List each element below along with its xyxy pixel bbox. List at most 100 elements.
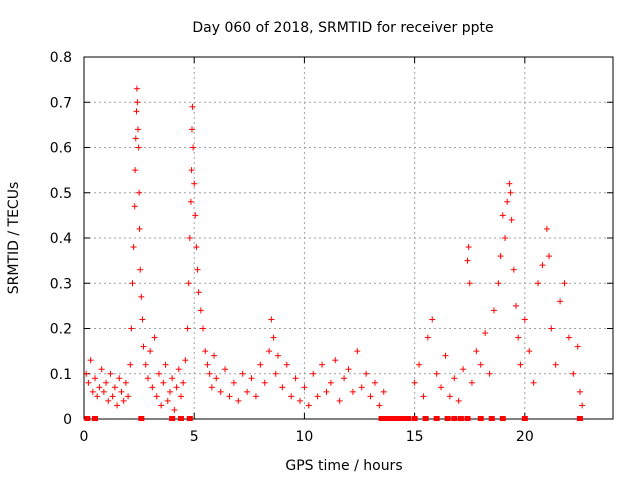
data-point <box>497 253 504 260</box>
zero-value-marker <box>169 416 176 421</box>
zero-value-marker <box>92 416 99 421</box>
data-point <box>535 280 542 287</box>
data-point <box>279 384 286 391</box>
data-point <box>451 375 458 382</box>
data-point <box>133 85 140 92</box>
y-tick-label: 0.2 <box>50 322 72 338</box>
data-point <box>180 379 187 386</box>
data-point <box>153 393 160 400</box>
data-point <box>349 388 356 395</box>
data-point <box>208 384 215 391</box>
data-point <box>132 135 139 142</box>
data-point <box>576 388 583 395</box>
data-point <box>155 370 162 377</box>
data-point <box>173 384 180 391</box>
data-point <box>211 352 218 359</box>
zero-value-marker <box>433 416 440 421</box>
data-point <box>297 397 304 404</box>
data-point <box>204 361 211 368</box>
zero-value-marker <box>138 416 145 421</box>
data-point <box>189 103 196 110</box>
zero-value-marker <box>391 416 398 421</box>
zero-value-marker <box>457 416 464 421</box>
data-point <box>270 334 277 341</box>
data-point <box>510 266 517 273</box>
y-tick-label: 0.7 <box>50 95 72 111</box>
data-point <box>274 352 281 359</box>
data-point <box>92 375 99 382</box>
data-point <box>508 216 515 223</box>
data-point <box>261 379 268 386</box>
x-axis-label: GPS time / hours <box>285 458 402 474</box>
data-point <box>442 352 449 359</box>
data-point <box>424 334 431 341</box>
data-point <box>193 244 200 251</box>
data-point <box>151 334 158 341</box>
zero-value-marker <box>84 416 91 421</box>
data-point <box>252 393 259 400</box>
data-point <box>411 379 418 386</box>
data-point <box>194 266 201 273</box>
data-point <box>376 402 383 409</box>
data-point <box>319 361 326 368</box>
data-point <box>188 167 195 174</box>
data-point <box>244 388 251 395</box>
zero-value-marker <box>186 416 193 421</box>
data-point <box>222 366 229 373</box>
zero-value-marker <box>405 416 412 421</box>
data-point <box>120 397 127 404</box>
zero-value-marker <box>521 416 528 421</box>
data-point <box>171 406 178 413</box>
data-point <box>482 330 489 337</box>
zero-value-marker <box>477 416 484 421</box>
data-point <box>446 393 453 400</box>
data-point <box>118 388 125 395</box>
data-point <box>162 361 169 368</box>
zero-value-marker <box>464 416 471 421</box>
data-point <box>149 384 156 391</box>
x-tick-label: 15 <box>406 429 424 445</box>
data-point <box>197 307 204 314</box>
data-point <box>314 393 321 400</box>
data-point <box>130 244 137 251</box>
data-point <box>305 402 312 409</box>
data-point <box>140 343 147 350</box>
data-point <box>272 370 279 377</box>
data-point <box>466 280 473 287</box>
data-point <box>506 180 513 187</box>
data-point <box>139 316 146 323</box>
data-point <box>107 370 114 377</box>
data-point <box>473 348 480 355</box>
data-point <box>266 348 273 355</box>
data-point <box>464 257 471 264</box>
zero-value-marker <box>422 416 429 421</box>
data-point <box>213 375 220 382</box>
x-tick-label: 0 <box>80 429 89 445</box>
data-point <box>546 253 553 260</box>
data-point <box>195 289 202 296</box>
data-point <box>268 316 275 323</box>
data-point <box>190 144 197 151</box>
data-point <box>103 379 110 386</box>
data-point <box>420 393 427 400</box>
data-point <box>358 384 365 391</box>
data-point <box>158 402 165 409</box>
data-point <box>87 357 94 364</box>
data-point <box>371 379 378 386</box>
data-point <box>182 357 189 364</box>
data-point <box>189 126 196 133</box>
y-tick-label: 0 <box>63 412 72 428</box>
data-point <box>94 393 101 400</box>
data-point <box>455 397 462 404</box>
data-point <box>191 180 198 187</box>
y-axis-label: SRMTID / TECUs <box>6 182 22 295</box>
data-point <box>465 244 472 251</box>
data-point <box>438 384 445 391</box>
data-point <box>169 375 176 382</box>
data-point <box>501 235 508 241</box>
data-point <box>137 266 144 273</box>
data-point <box>239 370 246 377</box>
zero-value-marker <box>387 416 394 421</box>
data-point <box>85 379 92 386</box>
data-point <box>323 388 330 395</box>
